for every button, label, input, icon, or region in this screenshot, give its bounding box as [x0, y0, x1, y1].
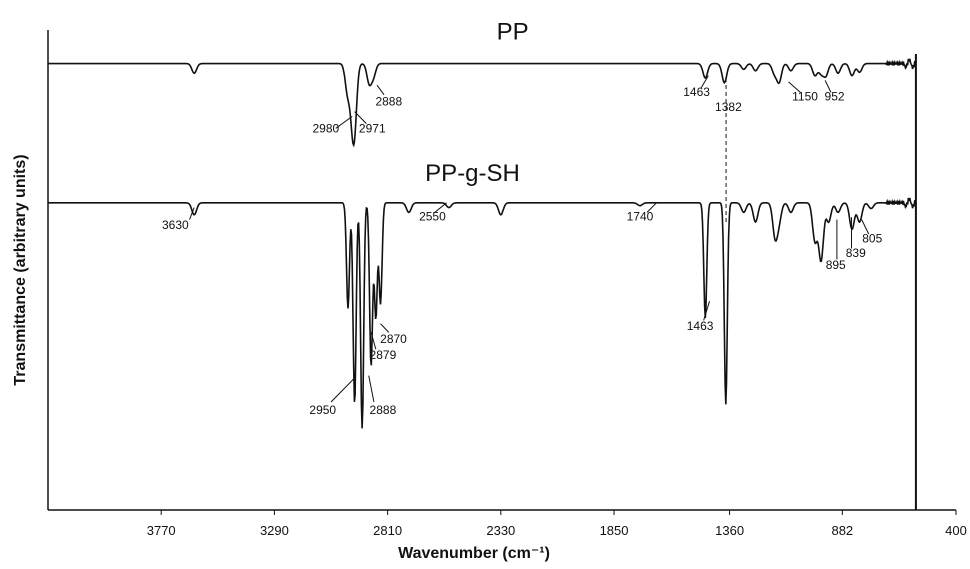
y-axis-title: Transmittance (arbitrary units) [12, 154, 29, 385]
annotation-leader [703, 301, 711, 321]
series-line-0 [48, 58, 916, 148]
series-titles: PP PP-g-SH [425, 19, 528, 188]
annotation-leader [380, 323, 390, 333]
annotation-label: 839 [846, 246, 866, 260]
series-line-1 [48, 197, 916, 429]
annotation-label: 1382 [715, 100, 742, 114]
axes [47, 30, 956, 511]
x-tick-label: 1850 [600, 523, 629, 538]
annotation-leader [788, 81, 801, 93]
annotation-label: 2888 [370, 403, 397, 417]
x-tick-label: 2330 [486, 523, 515, 538]
annotation-label: 1463 [687, 319, 714, 333]
annotation-leader [646, 202, 657, 213]
x-ticks: 3770 3290 2810 2330 1850 1360 882 400 [147, 510, 967, 538]
annotation-label: 2870 [380, 332, 407, 346]
annotation-leader [434, 202, 447, 213]
annotation-label: 952 [825, 90, 845, 104]
annotation-label: 1463 [683, 85, 710, 99]
series-title: PP-g-SH [425, 160, 520, 187]
annotation-leader [335, 115, 353, 129]
annotation-leader [370, 332, 377, 350]
annotation-leader [354, 111, 367, 124]
annotation-leader [368, 375, 375, 403]
spectra [48, 54, 917, 510]
annotation-leader [861, 219, 870, 235]
x-tick-label: 882 [831, 523, 853, 538]
annotation-label: 1150 [792, 90, 818, 104]
annotation-label: 3630 [162, 218, 189, 232]
annotation-label: 2980 [312, 122, 339, 136]
annotation-leader [824, 80, 832, 93]
annotation-label: 2888 [375, 94, 402, 108]
annotation-label: 1740 [627, 210, 654, 224]
x-tick-label: 2810 [373, 523, 402, 538]
x-tick-label: 3770 [147, 523, 176, 538]
peak-annotations: 2980 2971 2888 1463 1382 1150 952 3630 2550 1740 1… [162, 75, 883, 417]
annotation-label: 2550 [419, 210, 446, 224]
annotation-label: 805 [862, 232, 882, 246]
series-title: PP [497, 19, 529, 46]
annotation-leader [700, 75, 709, 88]
annotation-leader [189, 207, 195, 220]
annotation-label: 2879 [370, 348, 397, 362]
annotation-leader [376, 84, 385, 96]
annotation-leader [330, 377, 355, 403]
annotation-label: 2971 [359, 122, 386, 136]
annotation-label: 2950 [309, 403, 336, 417]
annotation-label: 895 [826, 258, 846, 272]
x-tick-label: 1360 [715, 523, 744, 538]
x-axis-title: Wavenumber (cm⁻¹) [398, 545, 550, 562]
x-tick-label: 3290 [260, 523, 289, 538]
x-tick-label: 400 [945, 523, 967, 538]
